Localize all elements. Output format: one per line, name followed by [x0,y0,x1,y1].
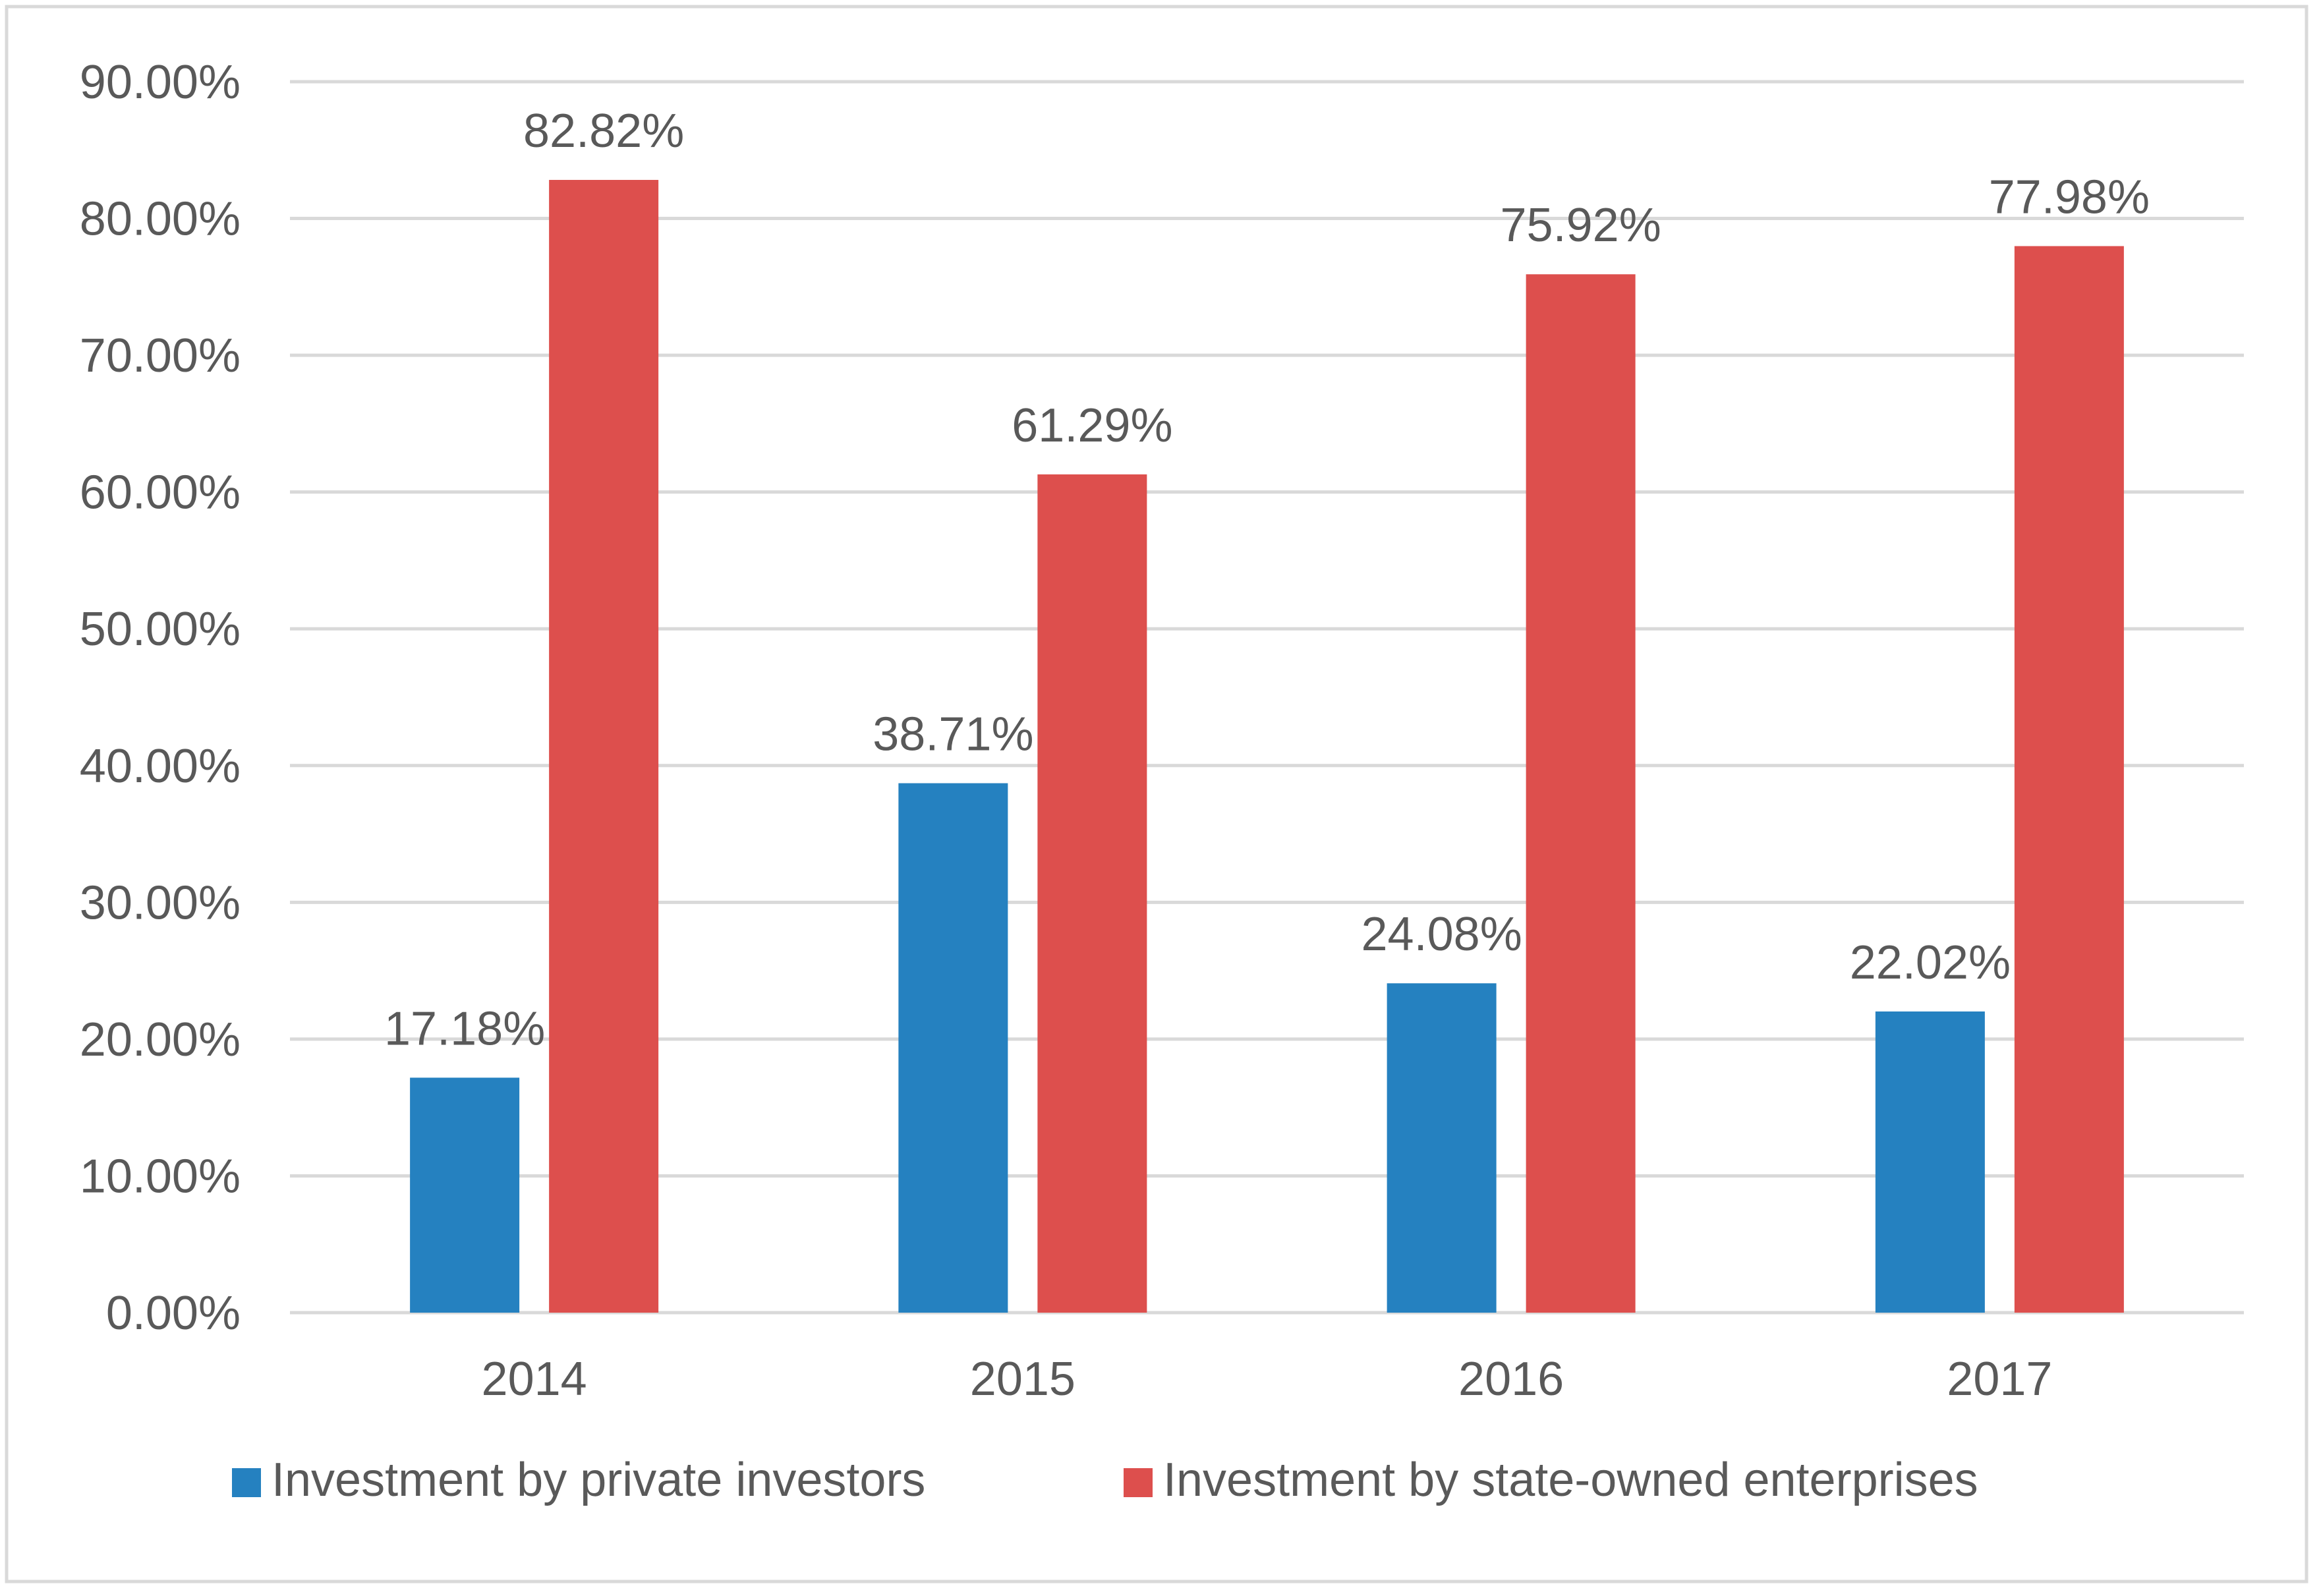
legend-swatch [232,1468,261,1497]
data-label: 22.02% [1850,936,2011,989]
bar-state-owned-2017 [2014,246,2124,1313]
bars [410,180,2124,1313]
bar-private-2014 [410,1077,520,1313]
y-tick-label: 50.00% [80,603,241,656]
y-tick-label: 0.00% [106,1287,241,1340]
y-tick-label: 40.00% [80,740,241,793]
x-category-label: 2014 [482,1353,587,1406]
y-tick-label: 20.00% [80,1013,241,1066]
bar-private-2016 [1387,983,1497,1313]
data-labels: 17.18% 82.82% 38.71% 61.29% 24.08% 75.92% 22.0… [384,105,2150,1055]
data-label: 24.08% [1361,908,1522,961]
x-category-label: 2015 [970,1353,1075,1406]
bar-private-2015 [898,783,1008,1313]
legend-label: Investment by state-owned enterprises [1163,1454,1978,1506]
y-tick-label: 80.00% [80,193,241,246]
legend-item-private: Investment by private investors [232,1454,925,1506]
legend: Investment by private investors Investmen… [232,1454,1978,1506]
bar-private-2017 [1875,1011,1985,1313]
legend-item-state-owned: Investment by state-owned enterprises [1124,1454,1978,1506]
data-label: 17.18% [384,1002,545,1055]
y-tick-label: 90.00% [80,56,241,109]
bar-state-owned-2014 [549,180,659,1313]
data-label: 38.71% [873,708,1033,761]
data-label: 82.82% [523,105,684,157]
legend-swatch [1124,1468,1153,1497]
data-label: 75.92% [1501,199,1661,252]
bar-state-owned-2016 [1526,274,1636,1313]
x-category-label: 2016 [1458,1353,1564,1406]
y-axis: 0.00% 10.00% 20.00% 30.00% 40.00% 50.00% 60.00… [80,56,241,1340]
legend-label: Investment by private investors [272,1454,925,1506]
y-tick-label: 60.00% [80,467,241,519]
bar-state-owned-2015 [1037,474,1147,1313]
chart-border [5,5,2308,1583]
data-label: 61.29% [1012,399,1172,452]
data-label: 77.98% [1989,171,2150,223]
y-tick-label: 70.00% [80,329,241,382]
x-category-label: 2017 [1947,1353,2052,1406]
y-tick-label: 30.00% [80,876,241,929]
y-tick-label: 10.00% [80,1150,241,1203]
x-axis: 2014 2015 2016 2017 [482,1353,2053,1406]
